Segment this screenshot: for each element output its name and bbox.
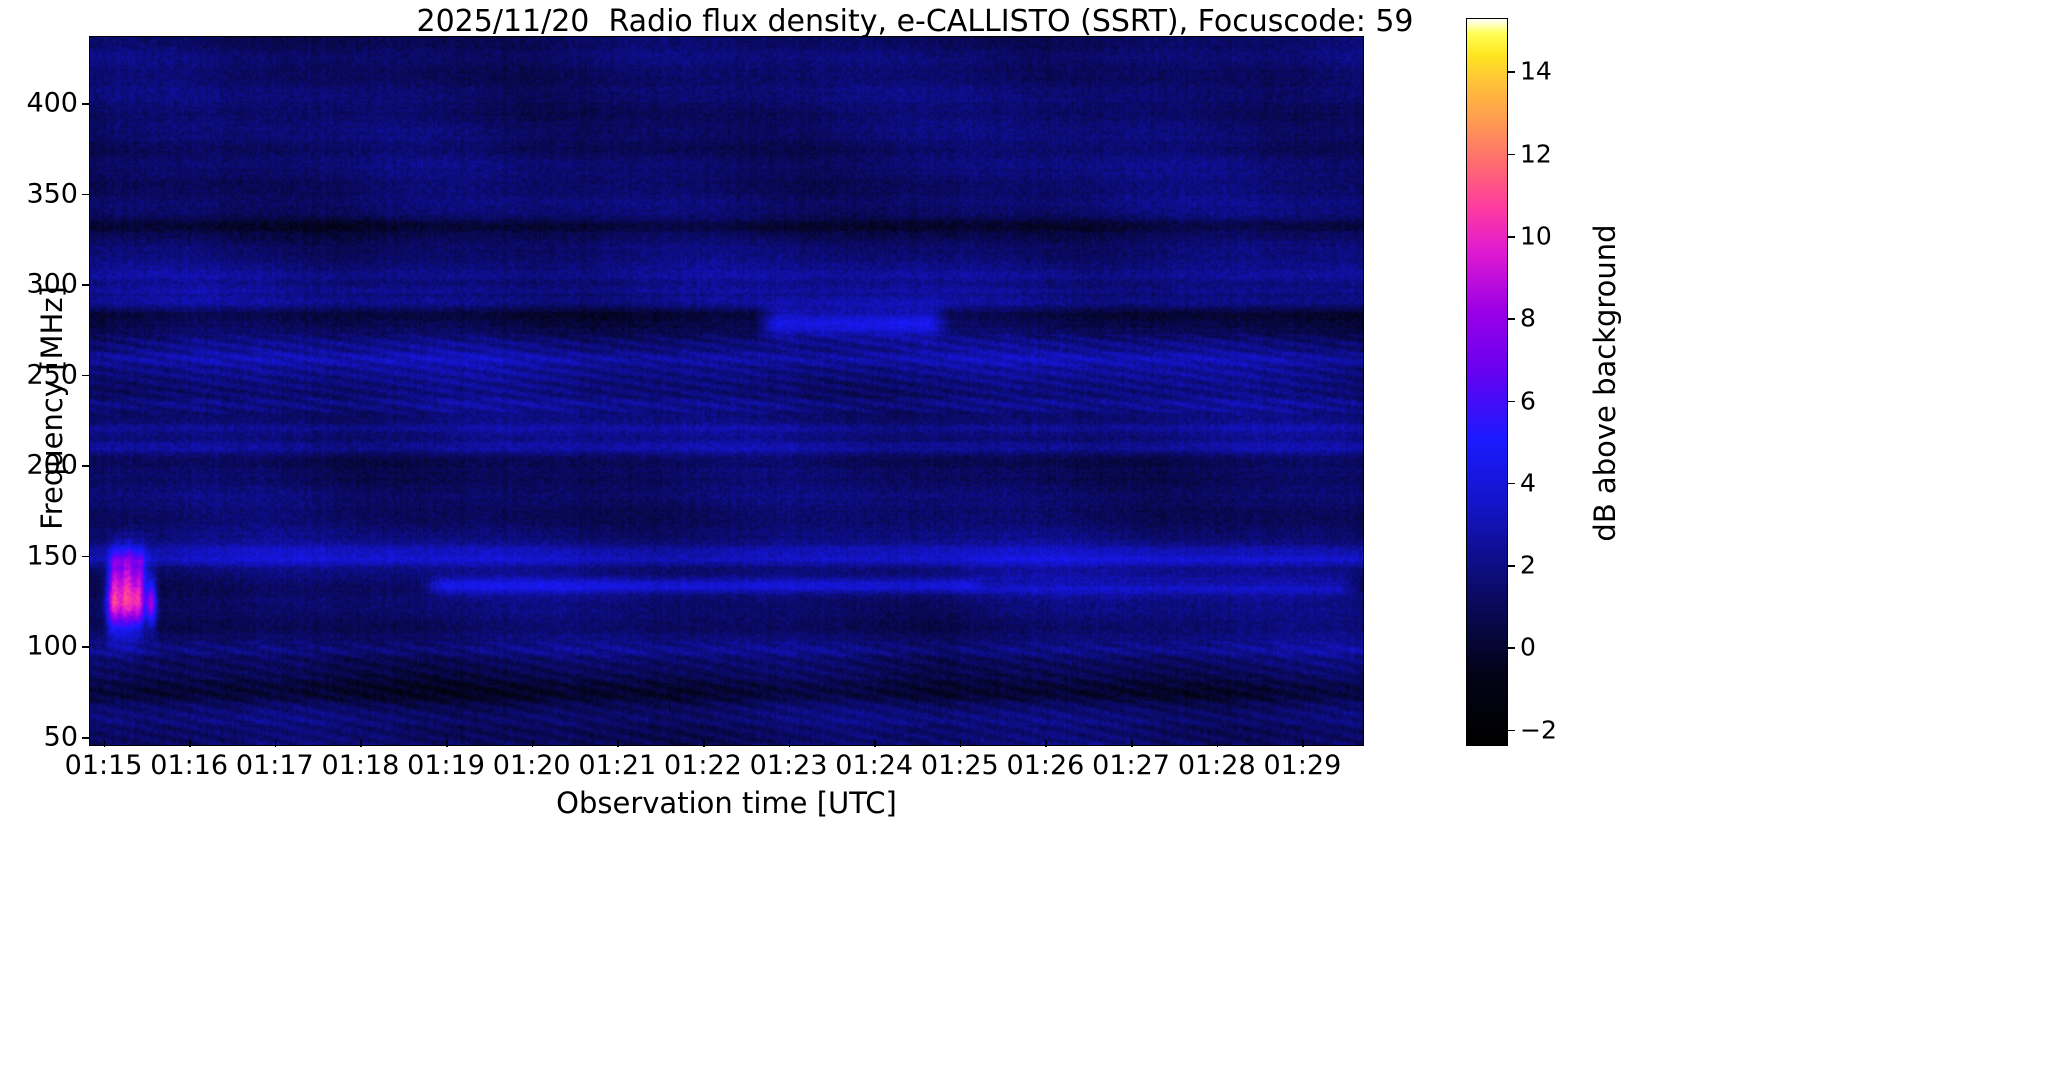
x-axis-tick-mark: [788, 740, 791, 747]
colorbar-gradient: [1466, 18, 1508, 746]
x-axis-tick-label: 01:16: [150, 750, 229, 781]
x-axis-tick-label: 01:26: [1006, 750, 1085, 781]
x-axis-tick-label: 01:23: [749, 750, 828, 781]
y-axis-tick-mark: [82, 646, 89, 648]
colorbar-tick-mark: [1508, 318, 1515, 320]
x-axis-tick-mark: [360, 740, 363, 747]
x-axis-tick-mark: [1302, 740, 1304, 747]
x-axis-tick-label: 01:27: [1092, 750, 1170, 781]
y-axis-title: Frequency [MHz]: [35, 286, 69, 530]
colorbar-tick-label: 10: [1520, 221, 1552, 251]
colorbar-tick-mark: [1508, 647, 1515, 649]
x-axis-tick-label: 01:25: [920, 750, 999, 781]
y-axis-tick-label: 150: [26, 540, 78, 572]
colorbar-tick-label: 4: [1520, 468, 1536, 498]
x-axis-tick-label: 01:21: [578, 750, 657, 781]
colorbar-tick-label: 0: [1520, 632, 1536, 662]
x-axis-tick-label: 01:20: [492, 750, 571, 781]
x-axis-tick-mark: [446, 740, 448, 747]
colorbar[interactable]: −2 0 2 4 6 8 10 12 14: [1466, 18, 1557, 746]
y-axis-tick-mark: [82, 374, 89, 377]
y-axis-tick-mark: [82, 555, 89, 558]
y-axis-tick-label: 50: [43, 721, 78, 753]
x-axis-tick-mark: [103, 740, 106, 747]
colorbar-tick-label: 14: [1520, 56, 1552, 86]
x-axis-tick-mark: [1131, 740, 1133, 747]
y-axis-tick-label: 250: [26, 359, 78, 391]
x-axis-tick-label: 01:15: [64, 750, 143, 781]
page-title: 2025/11/20 Radio flux density, e-CALLIST…: [416, 4, 1414, 39]
x-axis-tick-label: 01:28: [1177, 750, 1256, 781]
x-axis-tick-group: 01:15 01:16 01:17 01:18 01:19 01:20 01:21 01:22…: [65, 740, 1364, 790]
x-axis-tick-mark: [617, 740, 619, 747]
x-axis-title: Observation time [UTC]: [556, 786, 897, 820]
y-axis-tick-label: 300: [26, 268, 78, 300]
y-axis-tick-label: 350: [26, 178, 78, 210]
colorbar-tick-mark: [1508, 71, 1515, 74]
colorbar-tick-label: 6: [1520, 386, 1536, 415]
y-axis-tick-mark: [82, 465, 89, 467]
y-axis-tick-mark: [82, 103, 89, 105]
colorbar-tick-mark: [1508, 235, 1515, 238]
x-axis-tick-label: 01:19: [407, 750, 485, 781]
x-axis-tick-mark: [702, 740, 705, 747]
y-axis-tick-label: 400: [26, 87, 78, 119]
x-axis-tick-mark: [959, 740, 962, 747]
x-axis-tick-label: 01:24: [835, 750, 914, 781]
colorbar-tick-mark: [1508, 153, 1515, 156]
colorbar-tick-label: −2: [1520, 715, 1557, 745]
y-axis-tick-group: 400 350 300 250 200 150 100 50: [0, 36, 78, 753]
x-axis-tick-label: 01:29: [1263, 750, 1342, 781]
colorbar-tick-group: −2 0 2 4 6 8 10 12 14: [1508, 18, 1578, 746]
colorbar-tick-mark: [1508, 729, 1515, 732]
y-axis-tick-mark: [82, 736, 89, 739]
x-axis-tick-mark: [1045, 740, 1048, 747]
x-axis-tick-label: 01:17: [235, 750, 314, 781]
spectrogram-image: [90, 37, 1363, 745]
x-axis-tick-mark: [874, 740, 876, 747]
colorbar-tick-label: 8: [1520, 303, 1536, 333]
colorbar-tick-label: 2: [1520, 550, 1536, 580]
y-axis-tick-mark: [82, 193, 89, 196]
x-axis-tick-label: 01:22: [664, 750, 742, 781]
colorbar-title: dB above background: [1588, 224, 1622, 542]
y-axis-tick-mark: [82, 284, 89, 286]
colorbar-tick-label: 12: [1520, 139, 1552, 169]
y-axis-tick-label: 100: [26, 630, 78, 662]
colorbar-tick-mark: [1508, 565, 1515, 567]
x-axis-tick-mark: [189, 740, 191, 747]
x-axis-tick-mark: [531, 740, 534, 747]
y-axis-tick-label: 200: [26, 449, 78, 481]
colorbar-tick-mark: [1508, 400, 1515, 403]
colorbar-tick-mark: [1508, 482, 1515, 485]
x-axis-tick-mark: [274, 740, 277, 747]
spectrogram-plot[interactable]: [89, 36, 1364, 746]
x-axis-tick-label: 01:18: [321, 750, 400, 781]
x-axis-tick-mark: [1216, 740, 1219, 747]
